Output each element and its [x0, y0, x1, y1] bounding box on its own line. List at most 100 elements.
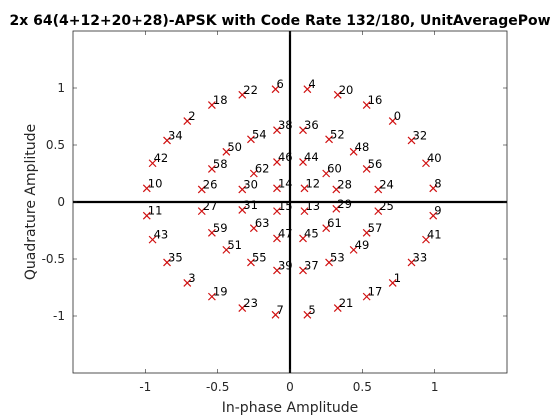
point-label: 54 — [252, 127, 267, 141]
point-label: 2 — [188, 109, 195, 123]
data-point: 53 — [325, 250, 345, 267]
data-point: 25 — [374, 199, 394, 216]
point-label: 34 — [168, 128, 183, 142]
point-label: 44 — [304, 150, 319, 164]
data-point: 9 — [429, 204, 442, 220]
y-tick-label: 1 — [57, 81, 65, 95]
data-point: 15 — [273, 199, 293, 216]
point-label: 23 — [243, 296, 258, 310]
data-point: 63 — [249, 216, 270, 233]
data-point: 12 — [300, 176, 320, 193]
data-point: 30 — [238, 177, 258, 194]
data-point: 22 — [238, 83, 258, 99]
point-label: 14 — [278, 176, 293, 190]
point-label: 40 — [427, 151, 442, 165]
x-tick-label: -0.5 — [206, 380, 229, 394]
data-point: 2 — [183, 109, 196, 125]
data-point: 27 — [197, 199, 218, 216]
point-label: 16 — [368, 93, 383, 107]
point-label: 38 — [278, 118, 293, 132]
data-point: 61 — [322, 216, 342, 233]
data-point: 20 — [333, 83, 353, 99]
data-point: 42 — [148, 151, 169, 168]
data-point: 6 — [271, 77, 284, 94]
plot-area: -1 -0.5 0 0.5 1 -1-0.500.51 0123456789101112… — [42, 30, 508, 394]
point-label: 17 — [368, 285, 383, 299]
point-label: 42 — [154, 151, 169, 165]
point-label: 24 — [379, 177, 394, 191]
x-tick-label: 0 — [286, 380, 294, 394]
point-label: 47 — [278, 226, 293, 240]
point-label: 15 — [278, 199, 293, 213]
data-point: 17 — [362, 285, 383, 301]
point-label: 8 — [434, 176, 441, 190]
data-point: 43 — [148, 228, 169, 244]
data-point: 29 — [332, 197, 352, 213]
point-label: 51 — [227, 238, 242, 252]
data-point: 31 — [238, 198, 258, 214]
point-label: 32 — [413, 128, 428, 142]
point-label: 59 — [213, 221, 228, 235]
point-label: 18 — [213, 93, 228, 107]
point-label: 30 — [243, 177, 258, 191]
point-label: 55 — [252, 250, 267, 264]
point-label: 37 — [304, 258, 319, 272]
x-axis-ticks: -1 -0.5 0 0.5 1 — [139, 31, 438, 394]
point-label: 63 — [255, 216, 270, 230]
y-tick-label: 0.5 — [46, 138, 65, 152]
data-point: 44 — [299, 150, 319, 167]
point-label: 35 — [168, 250, 183, 264]
point-label: 27 — [203, 199, 218, 213]
data-point: 55 — [247, 250, 267, 267]
point-label: 6 — [277, 77, 284, 91]
point-label: 13 — [305, 199, 320, 213]
point-label: 43 — [154, 228, 169, 242]
data-point: 8 — [429, 176, 442, 193]
point-label: 25 — [379, 199, 394, 213]
data-point: 14 — [273, 176, 293, 193]
point-label: 33 — [413, 250, 428, 264]
data-point: 41 — [422, 228, 442, 244]
data-point: 57 — [362, 221, 383, 237]
y-axis-label: Quadrature Amplitude — [23, 124, 39, 280]
data-point: 38 — [273, 118, 293, 135]
data-point: 36 — [299, 118, 319, 135]
data-point: 4 — [303, 77, 316, 94]
y-tick-label: -0.5 — [42, 252, 65, 266]
point-label: 58 — [213, 157, 228, 171]
data-point: 26 — [197, 177, 217, 194]
x-tick-label: 0.5 — [353, 380, 372, 394]
point-label: 39 — [278, 258, 293, 272]
point-label: 45 — [304, 226, 319, 240]
data-point: 33 — [407, 250, 428, 267]
data-point: 34 — [163, 128, 183, 145]
data-point: 11 — [142, 204, 163, 220]
data-point: 59 — [207, 221, 228, 237]
point-label: 53 — [330, 250, 345, 264]
data-point: 18 — [207, 93, 228, 110]
data-point: 23 — [238, 296, 258, 312]
point-label: 62 — [255, 162, 270, 176]
point-label: 9 — [434, 204, 441, 218]
data-point: 46 — [273, 150, 293, 167]
x-tick-label: 1 — [431, 380, 439, 394]
point-label: 29 — [337, 197, 352, 211]
point-label: 57 — [368, 221, 383, 235]
data-point: 37 — [299, 258, 319, 275]
point-label: 11 — [148, 204, 163, 218]
point-label: 7 — [277, 303, 284, 317]
data-point: 16 — [362, 93, 383, 110]
data-point: 1 — [388, 271, 401, 287]
point-label: 48 — [355, 140, 370, 154]
data-point: 24 — [374, 177, 394, 194]
data-point: 5 — [303, 303, 316, 319]
x-axis-label: In-phase Amplitude — [222, 400, 359, 416]
point-label: 50 — [227, 140, 242, 154]
point-label: 46 — [278, 150, 293, 164]
data-point: 60 — [322, 162, 342, 178]
point-label: 3 — [188, 271, 195, 285]
data-point: 47 — [273, 226, 293, 243]
x-tick-label: -1 — [139, 380, 151, 394]
chart-title: 2x 64(4+12+20+28)-APSK with Code Rate 13… — [9, 13, 550, 29]
